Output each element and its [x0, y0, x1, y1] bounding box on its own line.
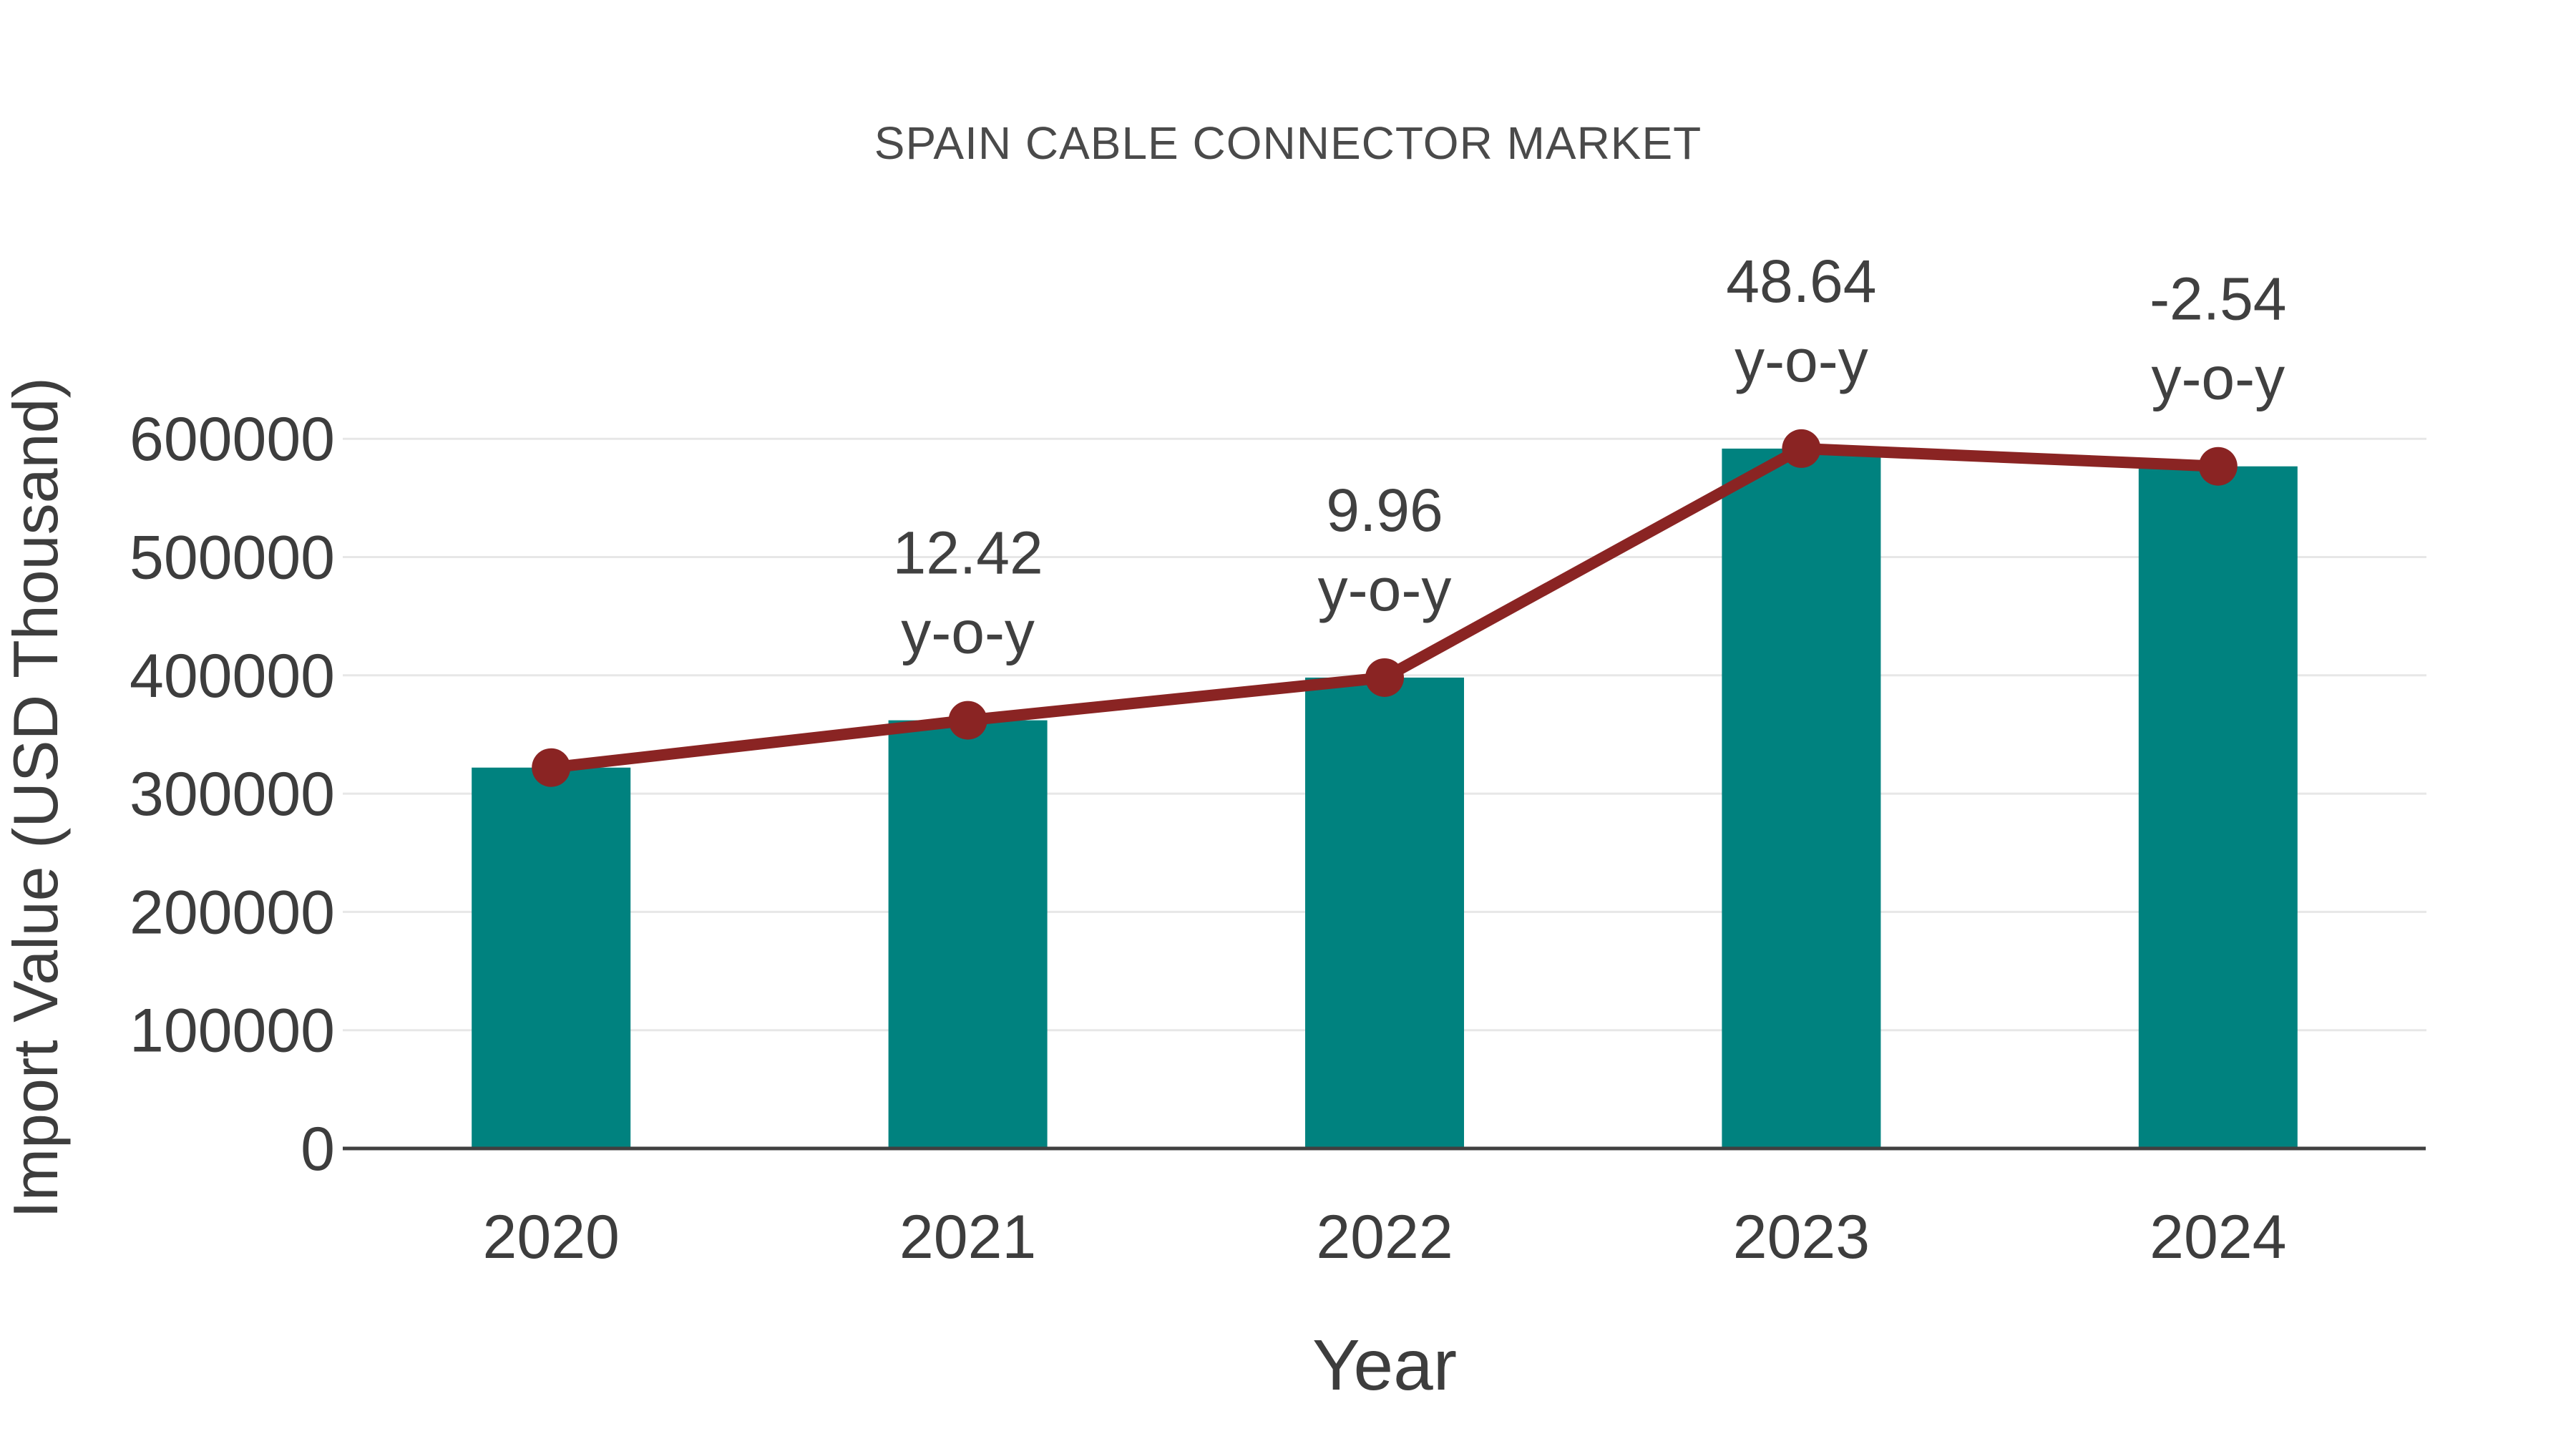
bar-2024	[2138, 466, 2298, 1148]
y-tick-label-0: 0	[301, 1115, 335, 1184]
bar-2022	[1305, 677, 1464, 1148]
bar-2021	[888, 720, 1048, 1148]
x-axis-title: Year	[1312, 1325, 1457, 1405]
trend-marker-2020	[532, 748, 571, 787]
annotation-label-2024: y-o-y	[2151, 345, 2285, 412]
bar-2020	[472, 767, 631, 1148]
annotation-label-2023: y-o-y	[1735, 327, 1868, 394]
y-tick-label-200000: 200000	[130, 878, 335, 947]
bar-2023	[1722, 448, 1881, 1148]
y-tick-label-400000: 400000	[130, 642, 335, 711]
annotations-layer: 12.42 y-o-y 9.96 y-o-y 48.64 y-o-y -2.54 y-o-y	[892, 248, 2286, 666]
y-tick-label-300000: 300000	[130, 760, 335, 829]
annotation-value-2021: 12.42	[892, 519, 1043, 587]
tick-labels-layer: 0 100000 200000 300000 400000 500000 600000 202…	[130, 405, 2286, 1272]
x-tick-label-2022: 2022	[1316, 1203, 1453, 1272]
annotation-value-2024: -2.54	[2150, 265, 2286, 333]
trend-marker-2021	[948, 701, 987, 740]
annotation-label-2022: y-o-y	[1318, 556, 1452, 623]
x-tick-label-2024: 2024	[2150, 1203, 2286, 1272]
trend-marker-2023	[1782, 429, 1821, 468]
annotation-label-2021: y-o-y	[901, 599, 1035, 666]
y-axis-title: Import Value (USD Thousand)	[0, 377, 71, 1219]
x-tick-label-2021: 2021	[899, 1203, 1036, 1272]
trend-marker-2022	[1365, 658, 1404, 697]
annotation-value-2023: 48.64	[1726, 248, 1876, 315]
trend-marker-2024	[2198, 447, 2238, 486]
y-tick-label-100000: 100000	[130, 997, 335, 1065]
x-tick-label-2020: 2020	[483, 1203, 620, 1272]
y-tick-label-600000: 600000	[130, 405, 335, 474]
chart-title: SPAIN CABLE CONNECTOR MARKET	[874, 117, 1702, 169]
x-tick-label-2023: 2023	[1733, 1203, 1870, 1272]
trend-line-layer	[532, 429, 2238, 787]
bars-layer	[472, 448, 2298, 1148]
y-tick-label-500000: 500000	[130, 524, 335, 592]
annotation-value-2022: 9.96	[1326, 477, 1443, 544]
